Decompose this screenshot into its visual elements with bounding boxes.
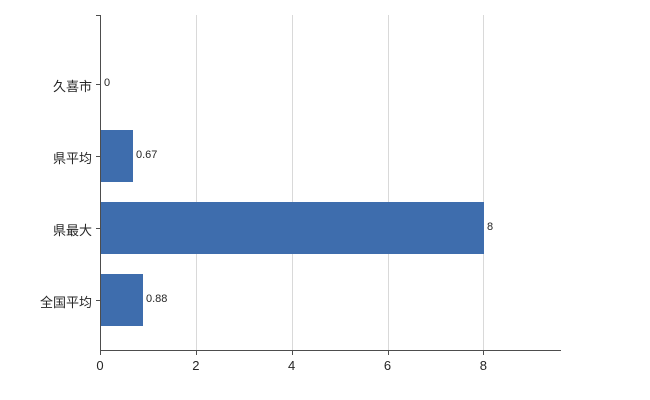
x-tick-label: 0 (96, 358, 104, 373)
y-tick (96, 228, 100, 229)
category-label: 県最大 (52, 223, 92, 238)
x-tick-label: 8 (479, 358, 487, 373)
category-label: 全国平均 (39, 295, 92, 310)
x-tick-label: 4 (288, 358, 296, 373)
y-tick (96, 300, 100, 301)
gridline (291, 15, 293, 350)
y-axis (100, 15, 101, 350)
bar (101, 274, 143, 326)
x-tick (387, 351, 389, 355)
y-tick (96, 84, 100, 85)
x-tick-label: 6 (383, 358, 392, 373)
y-tick (96, 15, 100, 16)
value-label: 8 (487, 221, 494, 233)
y-tick (96, 156, 100, 157)
category-label: 久喜市 (52, 79, 92, 94)
value-label: 0.88 (146, 293, 168, 305)
bar (101, 130, 133, 182)
x-tick (100, 351, 101, 355)
x-tick (195, 351, 197, 355)
category-label: 県平均 (52, 151, 92, 166)
value-label: 0 (104, 77, 111, 89)
bar (101, 202, 484, 254)
gridline (387, 15, 389, 350)
value-label: 0.67 (136, 149, 158, 161)
x-tick (483, 351, 485, 355)
x-tick-label: 2 (192, 358, 200, 373)
x-tick (291, 351, 293, 355)
gridline (195, 15, 197, 350)
gridline (483, 15, 485, 350)
x-axis (100, 350, 561, 351)
